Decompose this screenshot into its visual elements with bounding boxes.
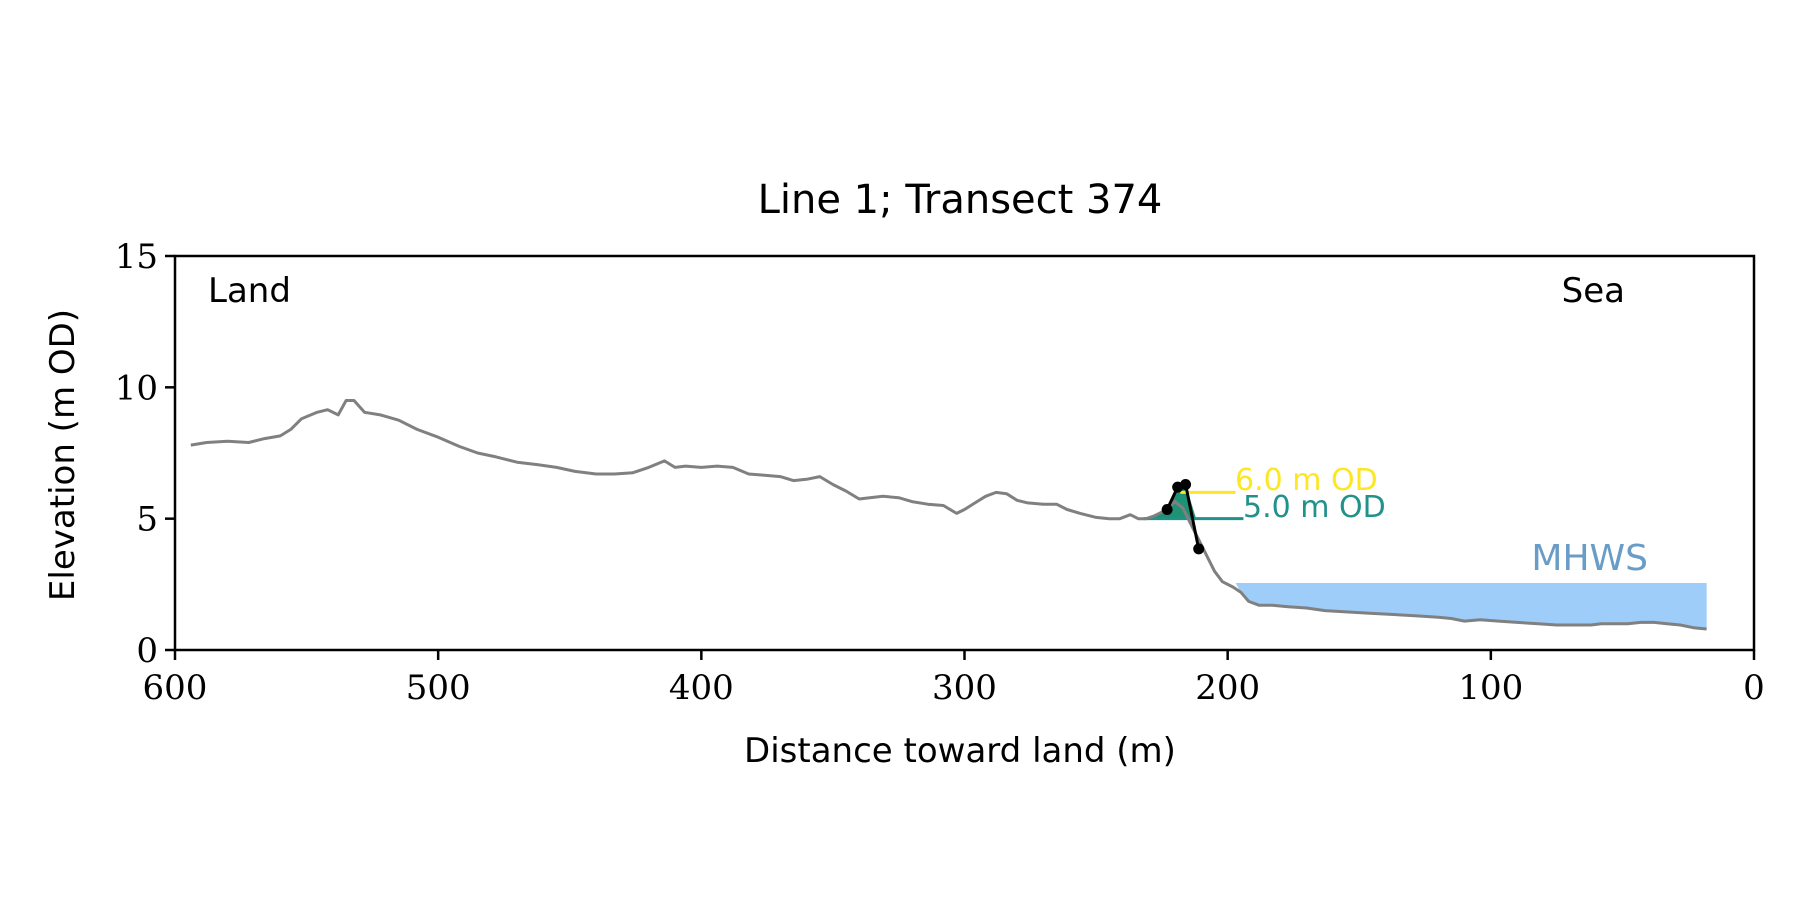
y-axis-label: Elevation (m OD)	[43, 309, 83, 601]
y-tick-label: 5	[136, 500, 158, 540]
plot-area: 600 500 400 300 200 100 0 0 5 10 15	[115, 237, 1765, 708]
x-tick-label: 200	[1195, 668, 1260, 708]
y-tick-label: 15	[115, 237, 158, 277]
cliff-point	[1161, 503, 1173, 515]
level-label-6m: 6.0 m OD	[1235, 463, 1378, 498]
mhws-label: MHWS	[1531, 538, 1648, 579]
x-axis-label: Distance toward land (m)	[744, 731, 1176, 771]
x-tick-label: 300	[932, 668, 997, 708]
y-tick-label: 10	[115, 368, 158, 408]
land-label: Land	[208, 271, 291, 311]
elevation-profile-line	[190, 399, 1707, 631]
chart-title: Line 1; Transect 374	[758, 177, 1163, 223]
x-tick-label: 500	[406, 668, 471, 708]
x-tick-label: 600	[143, 668, 208, 708]
cliff-point	[1193, 543, 1205, 555]
level-label-5m: 5.0 m OD	[1243, 490, 1386, 525]
cliff-point	[1180, 479, 1192, 491]
sea-label: Sea	[1562, 271, 1625, 311]
y-tick-label: 0	[136, 631, 158, 671]
x-tick-label: 100	[1458, 668, 1523, 708]
x-tick-label: 400	[669, 668, 734, 708]
x-tick-label: 0	[1743, 668, 1765, 708]
mhws-water-fill	[1235, 583, 1707, 629]
